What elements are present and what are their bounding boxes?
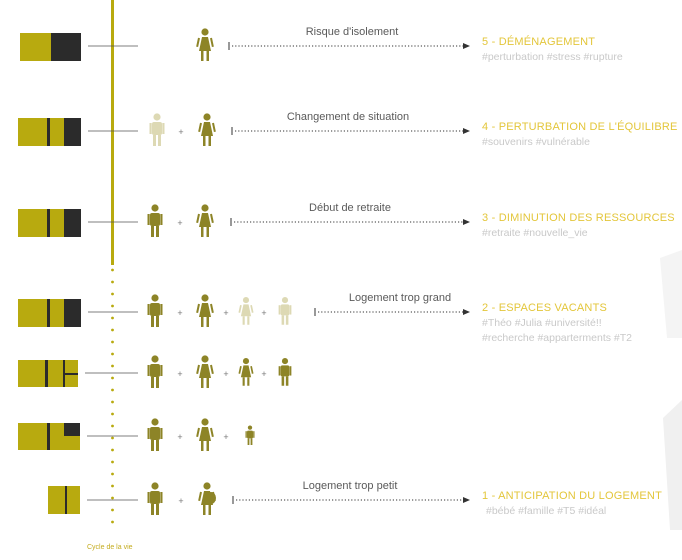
dotted-arrow: [230, 218, 470, 226]
housing-block-icon: [18, 209, 81, 237]
stage-title: 1 - ANTICIPATION DU LOGEMENT: [482, 490, 662, 502]
stage-hashtags: #Théo #Julia #université!!: [482, 317, 602, 329]
dotted-arrow: [228, 42, 470, 50]
plus-sign: +: [261, 369, 266, 379]
life-cycle-axis-label: Cycle de la vie: [87, 544, 133, 551]
housing-block-icon: [18, 423, 80, 450]
housing-block-icon: [18, 360, 78, 387]
housing-block-icon: [20, 33, 81, 61]
stage-title: 2 - ESPACES VACANTS: [482, 302, 608, 314]
plus-sign: +: [177, 369, 182, 379]
man-figure-icon: [147, 482, 163, 515]
life-stage-row: + + +: [18, 355, 292, 388]
plus-sign: +: [223, 369, 228, 379]
man-figure-icon: [149, 113, 165, 146]
woman-figure-icon: [196, 355, 214, 388]
life-stage-row: [20, 28, 470, 61]
stage-hashtags: #retraite #nouvelle_vie: [482, 227, 588, 239]
life-stage-row: +: [18, 113, 470, 146]
stage-hashtags: #souvenirs #vulnérable: [482, 136, 590, 148]
plus-sign: +: [223, 432, 228, 442]
baby-figure-icon: [245, 425, 255, 445]
girl-figure-icon: [238, 297, 254, 325]
boy-figure-icon: [278, 297, 292, 325]
row-condition-label: Changement de situation: [286, 111, 410, 123]
life-stage-row: +: [48, 482, 470, 515]
plus-sign: +: [178, 496, 183, 506]
dotted-arrow: [232, 496, 470, 504]
plus-sign: +: [178, 127, 183, 137]
life-stage-row: + +: [18, 418, 255, 451]
life-cycle-timeline: [111, 0, 114, 524]
housing-block-icon: [48, 486, 80, 514]
decorative-shapes: [660, 250, 682, 530]
dotted-arrow: [314, 308, 470, 316]
woman-figure-icon: [196, 294, 214, 327]
row-condition-label: Début de retraite: [309, 202, 391, 214]
woman-figure-icon: [196, 418, 214, 451]
stage-title: 5 - DÉMÉNAGEMENT: [482, 36, 596, 48]
woman-figure-icon: [196, 204, 214, 237]
row-condition-label: Logement trop petit: [302, 480, 398, 492]
row-condition-label: Risque d'isolement: [305, 26, 399, 38]
stage-hashtags: #bébé #famille #T5 #idéal: [486, 505, 607, 517]
man-figure-icon: [147, 204, 163, 237]
life-stage-row: +: [18, 204, 470, 237]
housing-block-icon: [18, 299, 81, 327]
boy-figure-icon: [278, 358, 292, 386]
plus-sign: +: [261, 308, 266, 318]
life-stage-row: + + +: [18, 294, 470, 327]
girl-figure-icon: [238, 358, 254, 386]
pregnant-figure-icon: [198, 482, 216, 515]
woman-figure-icon: [198, 113, 216, 146]
stage-hashtags: #perturbation #stress #rupture: [482, 51, 623, 63]
row-condition-label: Logement trop grand: [348, 292, 452, 304]
housing-block-icon: [18, 118, 81, 146]
stage-hashtags: #recherche #apparterments #T2: [482, 332, 632, 344]
plus-sign: +: [177, 308, 182, 318]
plus-sign: +: [177, 218, 182, 228]
woman-figure-icon: [196, 28, 214, 61]
plus-sign: +: [223, 308, 228, 318]
plus-sign: +: [177, 432, 182, 442]
stage-title: 3 - DIMINUTION DES RESSOURCES: [482, 212, 675, 224]
man-figure-icon: [147, 294, 163, 327]
man-figure-icon: [147, 355, 163, 388]
dotted-arrow: [231, 127, 470, 135]
man-figure-icon: [147, 418, 163, 451]
stage-title: 4 - PERTURBATION DE L'ÉQUILIBRE: [482, 121, 678, 133]
